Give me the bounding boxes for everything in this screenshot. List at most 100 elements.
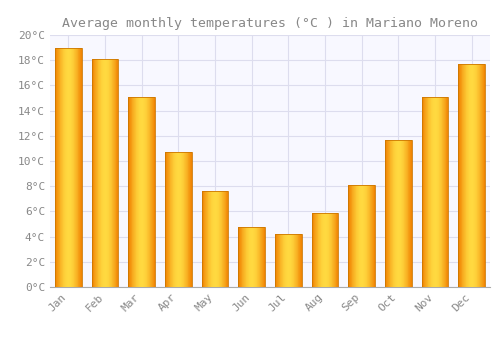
Bar [312,213,338,287]
Bar [102,59,103,287]
Bar [388,140,389,287]
Bar [264,226,265,287]
Bar [292,234,293,287]
Bar [211,191,212,287]
Bar [463,64,464,287]
Bar [96,59,97,287]
Bar [170,152,171,287]
Bar [326,213,327,287]
Bar [408,140,409,287]
Bar [391,140,392,287]
Bar [154,97,155,287]
Bar [66,48,67,287]
Bar [392,140,393,287]
Bar [437,97,438,287]
Bar [317,213,318,287]
Bar [206,191,207,287]
Bar [401,140,402,287]
Bar [245,226,246,287]
Bar [300,234,301,287]
Bar [128,97,129,287]
Bar [350,185,351,287]
Bar [143,97,144,287]
Bar [316,213,317,287]
Bar [276,234,277,287]
Bar [468,64,469,287]
Bar [186,152,187,287]
Bar [142,97,143,287]
Bar [445,97,446,287]
Bar [373,185,374,287]
Bar [440,97,441,287]
Bar [364,185,366,287]
Bar [331,213,332,287]
Bar [464,64,465,287]
Bar [214,191,215,287]
Bar [330,213,331,287]
Bar [458,64,485,287]
Bar [434,97,435,287]
Bar [290,234,291,287]
Bar [128,97,155,287]
Bar [348,185,349,287]
Bar [357,185,358,287]
Bar [288,234,289,287]
Bar [55,48,56,287]
Bar [63,48,64,287]
Bar [425,97,426,287]
Bar [404,140,405,287]
Bar [402,140,403,287]
Bar [239,226,240,287]
Bar [361,185,362,287]
Bar [110,59,111,287]
Bar [362,185,363,287]
Bar [389,140,390,287]
Bar [474,64,475,287]
Bar [355,185,356,287]
Bar [393,140,394,287]
Bar [218,191,219,287]
Bar [151,97,152,287]
Bar [301,234,302,287]
Bar [385,140,411,287]
Bar [473,64,474,287]
Bar [177,152,178,287]
Bar [72,48,73,287]
Bar [204,191,205,287]
Bar [103,59,104,287]
Bar [71,48,72,287]
Bar [216,191,217,287]
Bar [406,140,407,287]
Bar [361,185,362,287]
Bar [174,152,175,287]
Bar [370,185,371,287]
Bar [167,152,168,287]
Bar [76,48,77,287]
Bar [249,226,250,287]
Bar [172,152,173,287]
Bar [80,48,81,287]
Bar [98,59,99,287]
Bar [461,64,462,287]
Bar [65,48,66,287]
Bar [153,97,154,287]
Bar [240,226,241,287]
Bar [258,226,259,287]
Bar [141,97,142,287]
Bar [114,59,115,287]
Bar [58,48,59,287]
Bar [275,234,276,287]
Bar [444,97,445,287]
Bar [251,226,252,287]
Bar [447,97,448,287]
Bar [323,213,324,287]
Bar [405,140,406,287]
Bar [330,213,331,287]
Bar [101,59,102,287]
Bar [481,64,482,287]
Bar [220,191,221,287]
Bar [212,191,213,287]
Bar [279,234,280,287]
Bar [467,64,468,287]
Bar [135,97,136,287]
